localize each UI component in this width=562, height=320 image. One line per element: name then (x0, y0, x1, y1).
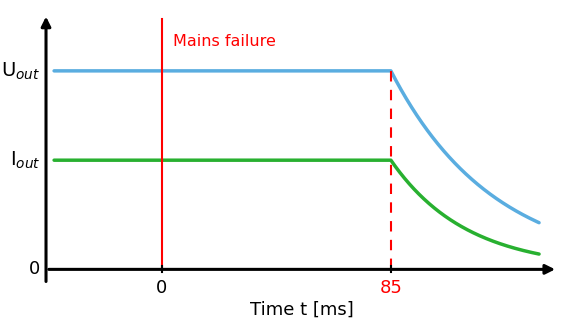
Text: 0: 0 (156, 279, 167, 297)
Text: Time t [ms]: Time t [ms] (250, 300, 354, 318)
Text: I$_{out}$: I$_{out}$ (10, 149, 40, 171)
Text: U$_{out}$: U$_{out}$ (1, 60, 40, 82)
Text: 85: 85 (379, 279, 402, 297)
Text: Mains failure: Mains failure (173, 34, 275, 49)
Text: 0: 0 (29, 260, 40, 278)
